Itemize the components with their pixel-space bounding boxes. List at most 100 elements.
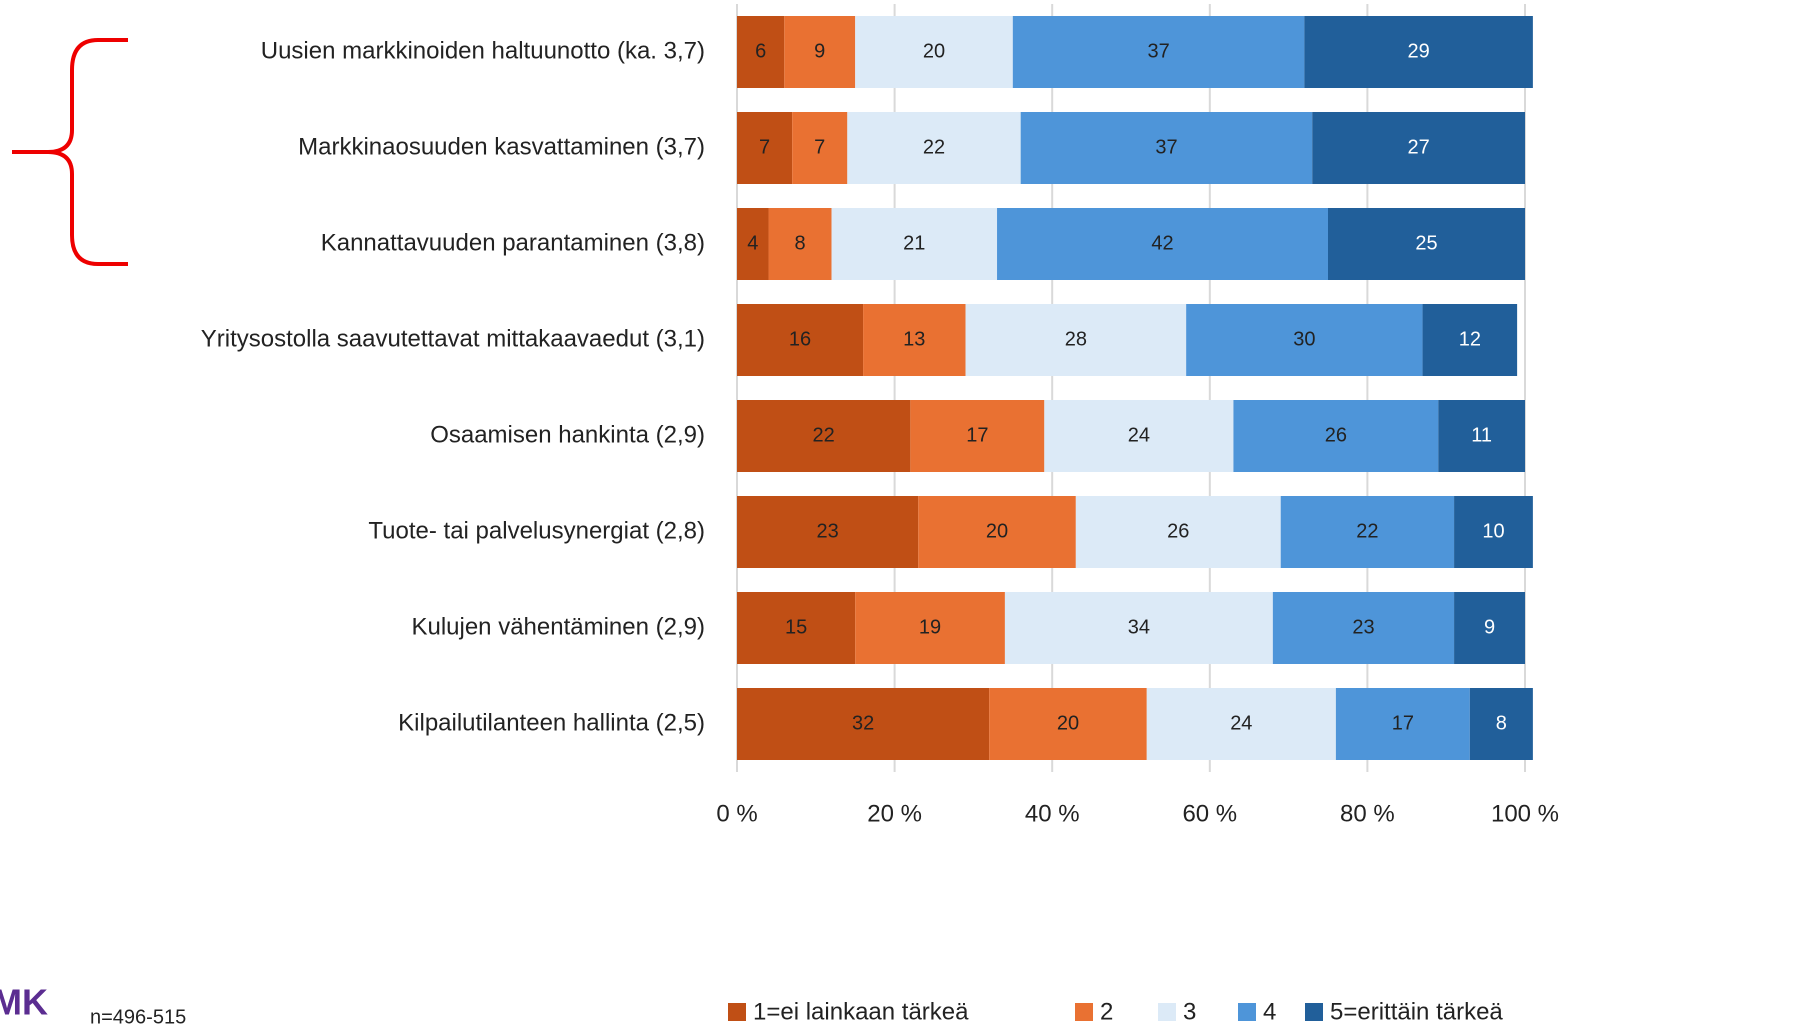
footnote: n=496-515 (90, 1006, 186, 1024)
bar-segment (910, 400, 1045, 472)
value-label: 22 (923, 136, 945, 158)
value-label: 9 (814, 40, 825, 62)
value-label: 26 (1325, 424, 1347, 446)
bar-segment (737, 496, 919, 568)
y-tick-label: Osaamisen hankinta (2,9) (430, 421, 705, 448)
value-label: 20 (923, 40, 945, 62)
bar-segment (1328, 208, 1525, 280)
legend-label: 2 (1100, 998, 1113, 1024)
value-label: 37 (1155, 136, 1177, 158)
legend-label: 3 (1183, 998, 1196, 1024)
bar-segment (1075, 496, 1281, 568)
x-tick-label: 100 % (1491, 800, 1559, 827)
bar-segment (997, 208, 1328, 280)
value-label: 25 (1415, 232, 1437, 254)
legend-label: 1=ei lainkaan tärkeä (753, 998, 969, 1024)
value-label: 17 (1392, 712, 1414, 734)
value-label: 19 (919, 616, 941, 638)
value-label: 32 (852, 712, 874, 734)
value-label: 23 (816, 520, 838, 542)
bar-segment (1012, 16, 1305, 88)
bar-segment (1454, 496, 1533, 568)
bar-segment (1146, 688, 1336, 760)
y-tick-label: Markkinaosuuden kasvattaminen (3,7) (298, 133, 705, 160)
x-tick-label: 0 % (716, 800, 757, 827)
value-label: 16 (789, 328, 811, 350)
legend-swatch (1158, 1003, 1176, 1021)
value-label: 4 (747, 232, 758, 254)
bar-segment (1312, 112, 1525, 184)
legend-swatch (1238, 1003, 1256, 1021)
bar-segment (768, 208, 832, 280)
bar-segment (737, 304, 864, 376)
legend-label: 4 (1263, 998, 1276, 1024)
bracket (12, 38, 128, 266)
value-label: 20 (1057, 712, 1079, 734)
bar-segment (737, 688, 990, 760)
value-label: 11 (1471, 424, 1492, 446)
bar-segment (1304, 16, 1533, 88)
x-tick-label: 80 % (1340, 800, 1395, 827)
bar-segment (1280, 496, 1455, 568)
value-label: 26 (1167, 520, 1189, 542)
value-label: 20 (986, 520, 1008, 542)
legend-swatch (1075, 1003, 1093, 1021)
bar-segment (1454, 592, 1525, 664)
value-label: 28 (1065, 328, 1087, 350)
legend-swatch (1305, 1003, 1323, 1021)
bar-segment (1020, 112, 1313, 184)
value-label: 22 (813, 424, 835, 446)
value-label: 15 (785, 616, 807, 638)
y-tick-label: Kulujen vähentäminen (2,9) (411, 613, 705, 640)
bar-segment (737, 400, 911, 472)
value-label: 37 (1147, 40, 1169, 62)
bar-segment (737, 112, 793, 184)
value-label: 7 (814, 136, 825, 158)
bar-segment (989, 688, 1147, 760)
bar-segment (737, 592, 856, 664)
bar-segment (1422, 304, 1518, 376)
bar-segment (1186, 304, 1423, 376)
value-label: 23 (1352, 616, 1374, 638)
value-label: 24 (1128, 424, 1150, 446)
bar-segment (965, 304, 1187, 376)
legend-label: 5=erittäin tärkeä (1330, 998, 1503, 1024)
bar-segment (855, 16, 1013, 88)
bar-segment (784, 16, 856, 88)
value-label: 30 (1293, 328, 1315, 350)
bar-segment (737, 16, 785, 88)
x-tick-label: 20 % (867, 800, 922, 827)
value-label: 42 (1151, 232, 1173, 254)
value-label: 7 (759, 136, 770, 158)
bar-segment (831, 208, 998, 280)
bar-segment (737, 208, 769, 280)
bar-segment (863, 304, 966, 376)
value-label: 24 (1230, 712, 1252, 734)
bar-segment (1233, 400, 1439, 472)
y-tick-label: Kilpailutilanteen hallinta (2,5) (398, 709, 705, 736)
bar-segment (1044, 400, 1234, 472)
value-label: 8 (794, 232, 805, 254)
bar-segment (847, 112, 1021, 184)
bar-segment (1272, 592, 1455, 664)
logo: MK (0, 982, 48, 1023)
value-label: 22 (1356, 520, 1378, 542)
y-tick-label: Uusien markkinoiden haltuunotto (ka. 3,7… (261, 37, 705, 64)
value-label: 21 (903, 232, 925, 254)
bar-segment (792, 112, 848, 184)
legend-swatch (728, 1003, 746, 1021)
value-label: 34 (1128, 616, 1150, 638)
bar-segment (1335, 688, 1470, 760)
x-tick-label: 40 % (1025, 800, 1080, 827)
value-label: 10 (1482, 520, 1504, 542)
value-label: 17 (966, 424, 988, 446)
bar-segment (1469, 688, 1533, 760)
bar-segment (918, 496, 1076, 568)
value-label: 6 (755, 40, 766, 62)
y-tick-label: Kannattavuuden parantaminen (3,8) (321, 229, 705, 256)
value-label: 12 (1459, 328, 1481, 350)
bar-segment (1004, 592, 1273, 664)
value-label: 9 (1484, 616, 1495, 638)
value-label: 27 (1407, 136, 1429, 158)
x-tick-label: 60 % (1182, 800, 1237, 827)
